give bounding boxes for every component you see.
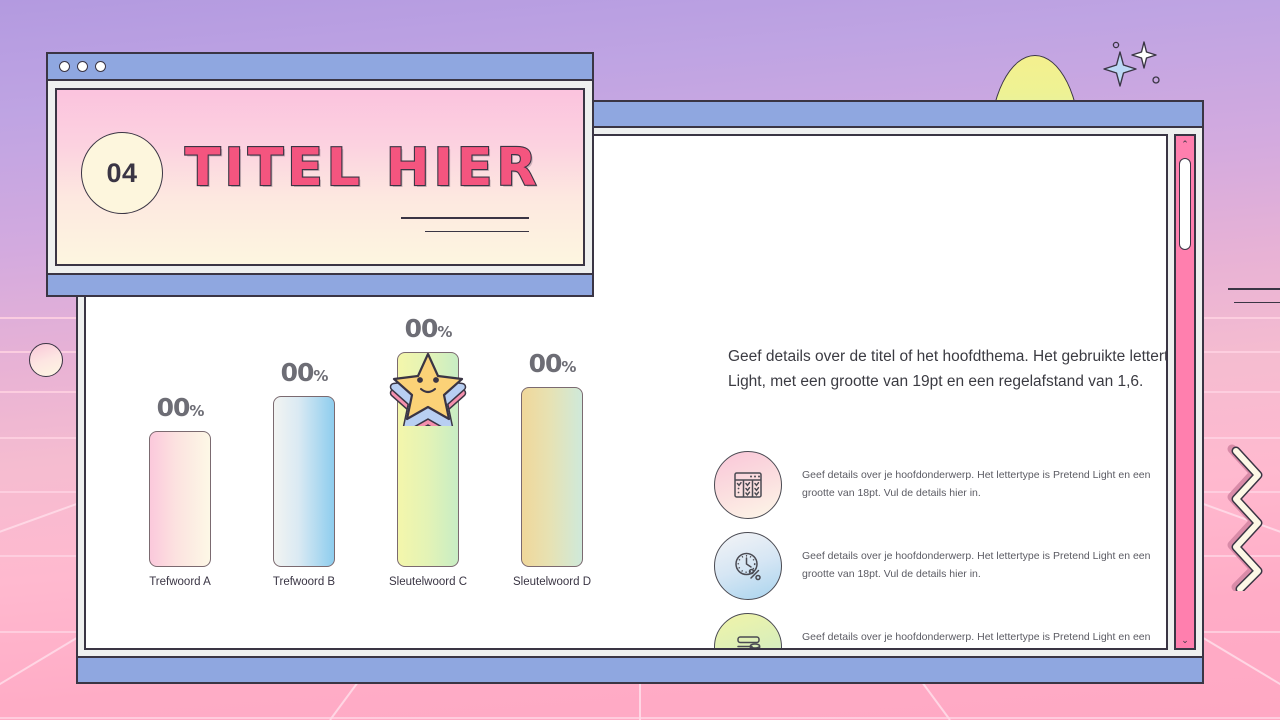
- bar-column-1[interactable]: 00% Trefwoord B: [270, 358, 338, 588]
- title-window-titlebar[interactable]: [48, 54, 592, 81]
- lead-paragraph: Geef details over de titel of het hoofdt…: [728, 348, 1168, 391]
- bar-value-number-3: 00: [528, 349, 563, 378]
- bar-value-number-0: 00: [156, 393, 191, 422]
- bar-label-2: Sleutelwoord C: [389, 576, 467, 588]
- bar-value-1: 00%: [280, 358, 329, 387]
- list-item-text: Geef details over je hoofdonderwerp. Het…: [802, 550, 1151, 580]
- bar-chart: 00% Trefwoord A 00% Trefwoord B: [146, 258, 591, 588]
- list-item[interactable]: Geef details over je hoofdonderwerp. Het…: [714, 606, 1166, 648]
- underline-decoration: [401, 217, 541, 232]
- close-dot-icon[interactable]: [59, 61, 70, 72]
- bar-value-2: 00%: [404, 314, 453, 343]
- minimize-dot-icon[interactable]: [77, 61, 88, 72]
- bar-value-3: 00%: [528, 349, 577, 378]
- bar-column-2[interactable]: 00% Sleutelwoord C: [389, 314, 467, 588]
- scrollbar-thumb[interactable]: [1179, 158, 1191, 250]
- scroll-up-icon[interactable]: ⌃: [1181, 139, 1189, 149]
- double-line-decoration: [1228, 288, 1280, 312]
- list-item[interactable]: Geef details over je hoofdonderwerp. Het…: [714, 525, 1166, 606]
- bar-value-number-1: 00: [280, 358, 315, 387]
- section-number-badge: 04: [81, 132, 163, 214]
- scroll-down-icon[interactable]: ⌄: [1181, 635, 1189, 645]
- list-item-text: Geef details over je hoofdonderwerp. Het…: [802, 631, 1151, 644]
- bar-label-3: Sleutelwoord D: [513, 576, 591, 588]
- bar-value-suffix-3: %: [561, 358, 576, 376]
- chart-pane: 00% Trefwoord A 00% Trefwoord B: [86, 136, 606, 648]
- bar-column-0[interactable]: 00% Trefwoord A: [146, 393, 214, 588]
- card-coins-icon: [714, 612, 782, 648]
- clock-percent-icon: [714, 531, 782, 600]
- list-item[interactable]: Geef details over je hoofdonderwerp. Het…: [714, 444, 1166, 525]
- zigzag-decoration: [1222, 443, 1268, 594]
- title-window: 04 TITEL HIER: [46, 52, 594, 297]
- bar-value-0: 00%: [156, 393, 205, 422]
- main-window-footerbar: [78, 656, 1202, 682]
- bar-value-suffix-1: %: [313, 367, 328, 385]
- star-icon: [385, 340, 471, 438]
- checklist-icon: [714, 450, 782, 519]
- list-item-text: Geef details over je hoofdonderwerp. Het…: [802, 469, 1151, 499]
- bar-label-0: Trefwoord A: [149, 576, 211, 588]
- bar-value-suffix-2: %: [437, 323, 452, 341]
- bar-column-3[interactable]: 00% Sleutelwoord D: [513, 349, 591, 588]
- title-card: 04 TITEL HIER: [55, 88, 585, 266]
- maximize-dot-icon[interactable]: [95, 61, 106, 72]
- gradient-circle-decoration: [29, 343, 63, 377]
- bar-0[interactable]: [149, 431, 211, 567]
- bar-value-suffix-0: %: [189, 402, 204, 420]
- details-list: Geef details over je hoofdonderwerp. Het…: [714, 444, 1166, 648]
- sparkle-stars-decoration: [1096, 38, 1166, 100]
- bar-3[interactable]: [521, 387, 583, 567]
- bar-label-1: Trefwoord B: [272, 576, 336, 588]
- vertical-scrollbar[interactable]: ⌃ ⌄: [1174, 134, 1196, 650]
- bar-value-number-2: 00: [404, 314, 439, 343]
- bar-1[interactable]: [273, 396, 335, 567]
- title-window-footerbar: [48, 273, 592, 295]
- page-title: TITEL HIER: [184, 137, 541, 199]
